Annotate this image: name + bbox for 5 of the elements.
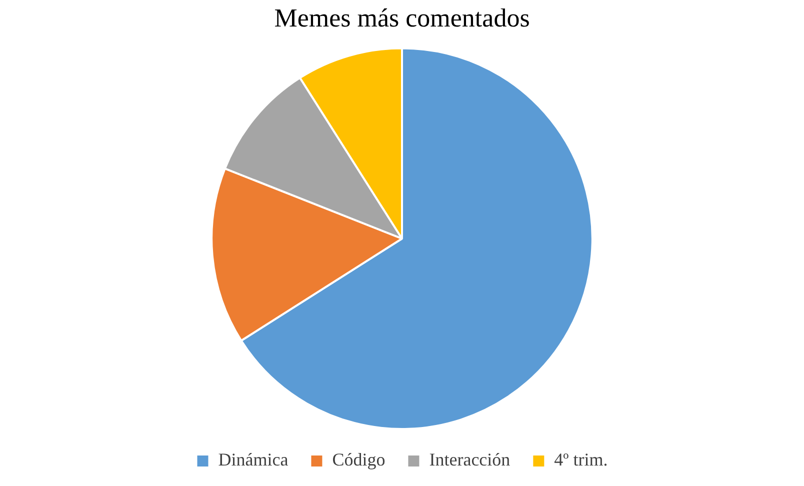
- chart-title: Memes más comentados: [274, 3, 530, 32]
- legend-label: Interacción: [429, 450, 510, 470]
- legend-label: Dinámica: [218, 450, 288, 470]
- legend-label: Código: [332, 450, 386, 470]
- legend-label: 4º trim.: [554, 450, 608, 470]
